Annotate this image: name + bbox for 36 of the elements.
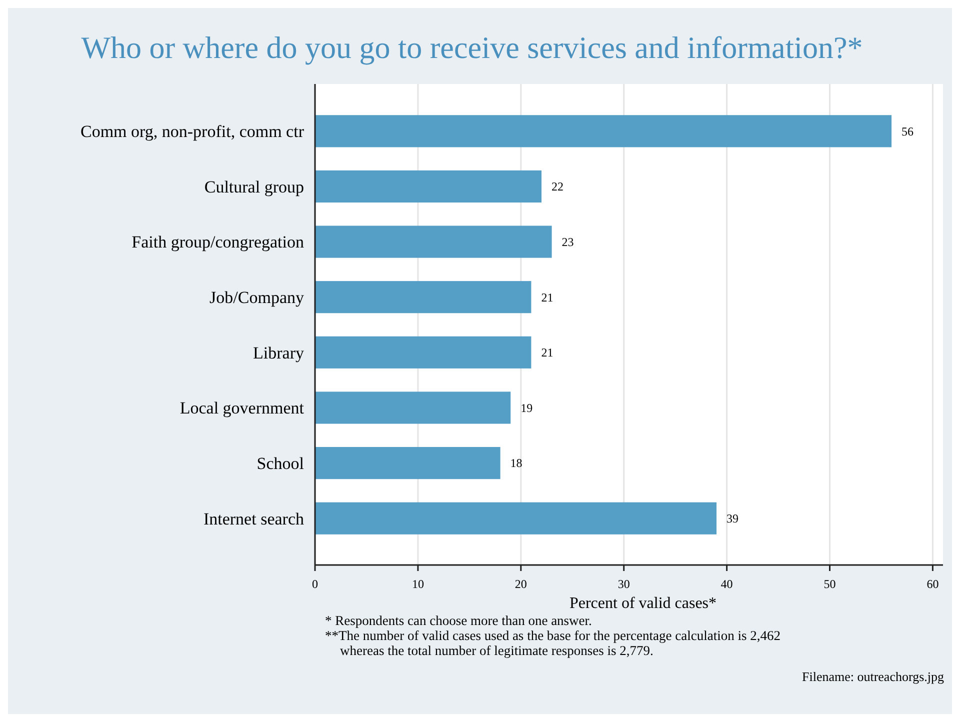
bar [315, 392, 511, 424]
bar [315, 502, 717, 534]
data-label: 56 [902, 124, 914, 138]
text: Filename: outreachorgs.jpg [802, 669, 944, 684]
data-label: 18 [510, 456, 522, 470]
y-tick-label: Local government [180, 398, 304, 418]
x-tick-label: 50 [824, 577, 836, 591]
bar [315, 336, 532, 368]
x-tick-label: 40 [720, 577, 733, 591]
bar [315, 281, 532, 314]
text: * Respondents can choose more than one answer. [325, 613, 592, 628]
y-tick-label: Internet search [203, 509, 304, 528]
x-tick-label: 30 [618, 577, 630, 591]
x-tick-label: 0 [312, 577, 318, 591]
x-axis-title: Percent of valid cases* [569, 595, 717, 612]
x-tick-label: 20 [514, 577, 527, 591]
chart-title: Who or where do you go to receive services and information?* [81, 30, 863, 65]
data-label: 23 [562, 234, 574, 249]
y-tick-label: Faith group/congregation [132, 232, 304, 252]
y-tick-label: Library [253, 343, 304, 362]
y-tick-label: Job/Company [210, 288, 304, 308]
x-tick-label: 10 [412, 577, 424, 591]
bar [315, 226, 552, 258]
bar [315, 446, 500, 480]
data-label: 19 [520, 400, 533, 415]
y-tick-label: Cultural group [204, 177, 304, 196]
bar [315, 170, 542, 203]
text: **The number of valid cases used as the base for the percentage calculation is 2,462 whereas the total number of legitimate responses is 2,779. [325, 628, 780, 658]
x-tick-label: 60 [926, 577, 939, 591]
data-label: 21 [541, 346, 554, 360]
bar [315, 115, 892, 148]
y-tick-label: Comm org, non-profit, comm ctr [80, 122, 304, 142]
data-label: 21 [541, 290, 554, 304]
data-label: 39 [726, 512, 739, 526]
y-tick-label: School [256, 454, 304, 473]
data-label: 22 [551, 180, 564, 194]
